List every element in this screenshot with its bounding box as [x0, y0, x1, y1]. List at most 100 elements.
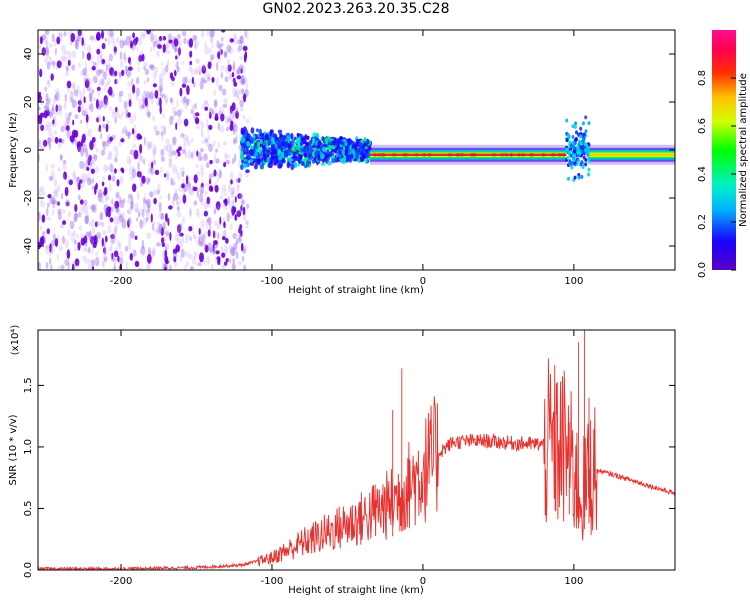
- noise-blob: [160, 149, 165, 157]
- spike-blob: [573, 141, 577, 145]
- noise-blob: [101, 237, 105, 247]
- noise-blob: [208, 124, 213, 130]
- noise-blob: [200, 167, 205, 178]
- noise-blob: [161, 67, 167, 76]
- spike-blob: [572, 158, 576, 163]
- noise-blob: [185, 234, 190, 241]
- noise-blob: [193, 174, 198, 184]
- noise-blob: [82, 255, 86, 262]
- signal-blob: [249, 144, 253, 150]
- noise-blob: [74, 216, 77, 223]
- noise-blob: [183, 142, 187, 149]
- noise-blob: [206, 30, 211, 36]
- signal-blob: [261, 144, 266, 150]
- noise-blob: [201, 132, 204, 139]
- noise-blob: [219, 216, 222, 225]
- noise-blob: [152, 246, 156, 254]
- noise-blob: [182, 177, 185, 185]
- noise-blob: [216, 76, 219, 87]
- noise-blob: [77, 176, 80, 187]
- noise-blob: [195, 66, 198, 76]
- noise-blob: [119, 214, 124, 223]
- noise-blob: [238, 171, 243, 182]
- colorbar-label: Normalized spectral amplitude: [738, 73, 749, 227]
- noise-blob: [114, 224, 119, 232]
- spike-blob: [587, 159, 591, 164]
- noise-blob: [217, 51, 221, 60]
- noise-blob: [67, 84, 70, 94]
- noise-blob: [139, 171, 142, 178]
- noise-blob: [123, 125, 128, 133]
- noise-blob: [51, 61, 56, 66]
- noise-blob: [134, 235, 138, 240]
- noise-blob: [52, 103, 55, 111]
- noise-blob: [239, 224, 243, 230]
- noise-blob: [223, 98, 226, 104]
- noise-blob: [44, 57, 48, 64]
- noise-blob: [95, 182, 98, 190]
- snr-ylabel: SNR (10 * v/v): [8, 414, 19, 485]
- noise-blob: [237, 237, 242, 244]
- noise-blob: [78, 146, 82, 153]
- noise-blob: [204, 45, 210, 55]
- noise-blob: [223, 262, 226, 270]
- noise-blob: [132, 143, 136, 149]
- noise-blob: [207, 216, 212, 226]
- y-tick-label: -20: [23, 190, 34, 206]
- noise-blob: [209, 222, 212, 231]
- noise-blob: [111, 170, 116, 177]
- signal-blob: [290, 163, 295, 171]
- noise-blob: [104, 246, 107, 256]
- noise-blob: [65, 65, 69, 72]
- signal-blob: [274, 148, 278, 154]
- noise-blob: [75, 39, 79, 45]
- noise-blob: [119, 213, 122, 220]
- noise-blob: [171, 97, 174, 106]
- spike-blob: [581, 138, 585, 143]
- noise-blob: [127, 132, 131, 140]
- noise-blob: [243, 93, 247, 103]
- noise-blob: [130, 201, 134, 211]
- noise-blob: [162, 236, 166, 246]
- noise-blob: [77, 100, 82, 106]
- signal-blob: [249, 159, 253, 163]
- noise-blob: [64, 93, 68, 103]
- noise-blob: [198, 235, 201, 244]
- noise-blob: [148, 94, 152, 103]
- noise-blob: [195, 163, 199, 168]
- noise-blob: [135, 77, 140, 85]
- noise-blob: [220, 65, 225, 72]
- signal-blob: [255, 128, 259, 133]
- noise-blob: [211, 173, 214, 178]
- noise-blob: [246, 84, 249, 90]
- figure-title: GN02.2023.263.20.35.C28: [263, 1, 450, 17]
- noise-blob: [231, 199, 234, 204]
- noise-blob: [82, 247, 87, 252]
- noise-blob: [136, 190, 140, 201]
- noise-blob: [106, 30, 112, 38]
- noise-blob: [135, 36, 139, 43]
- noise-blob: [80, 119, 83, 124]
- noise-blob: [137, 66, 140, 73]
- signal-blob: [248, 156, 251, 161]
- noise-blob: [38, 188, 42, 197]
- signal-blob: [338, 146, 343, 151]
- noise-blob: [89, 165, 93, 171]
- noise-blob: [136, 217, 139, 222]
- noise-blob: [242, 45, 248, 52]
- noise-blob: [230, 120, 234, 126]
- noise-blob: [130, 175, 134, 181]
- noise-blob: [83, 77, 88, 83]
- noise-blob: [108, 182, 112, 192]
- noise-blob: [172, 198, 175, 209]
- noise-blob: [64, 124, 67, 133]
- noise-blob: [227, 64, 232, 72]
- signal-blob: [363, 137, 367, 142]
- noise-blob: [122, 126, 127, 135]
- noise-blob: [210, 263, 214, 270]
- noise-blob: [110, 234, 115, 240]
- noise-blob: [147, 167, 151, 175]
- noise-blob: [94, 203, 98, 214]
- noise-blob: [49, 61, 52, 66]
- noise-blob: [58, 108, 62, 118]
